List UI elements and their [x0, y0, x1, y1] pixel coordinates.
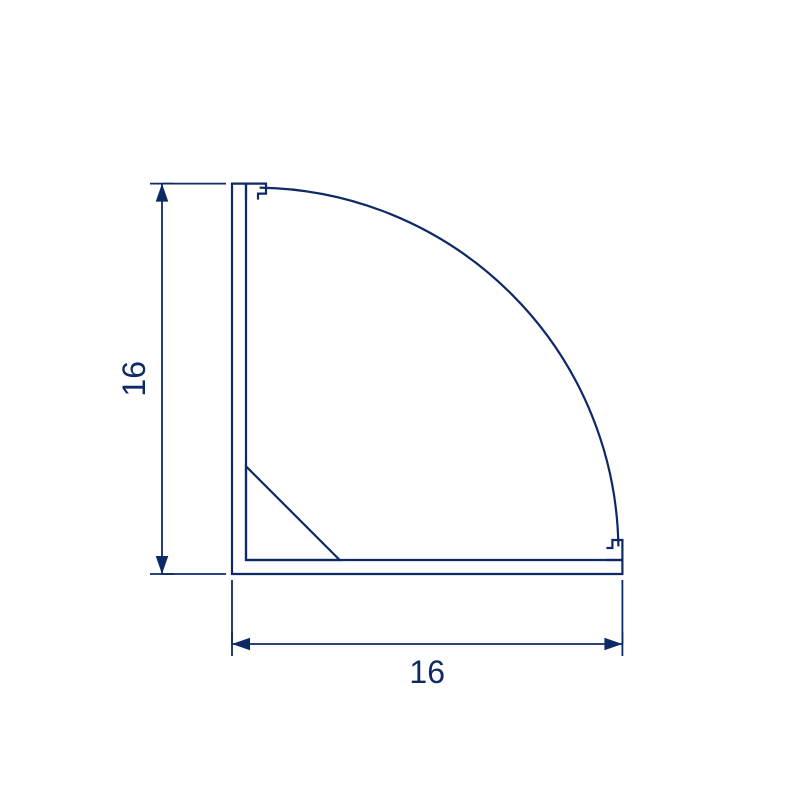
technical-drawing: 1616 [0, 0, 800, 800]
dimension-lines: 1616 [116, 184, 623, 690]
dimension-label-horizontal: 16 [409, 654, 445, 690]
dimension-label-vertical: 16 [116, 361, 152, 397]
profile-outline [232, 184, 622, 574]
